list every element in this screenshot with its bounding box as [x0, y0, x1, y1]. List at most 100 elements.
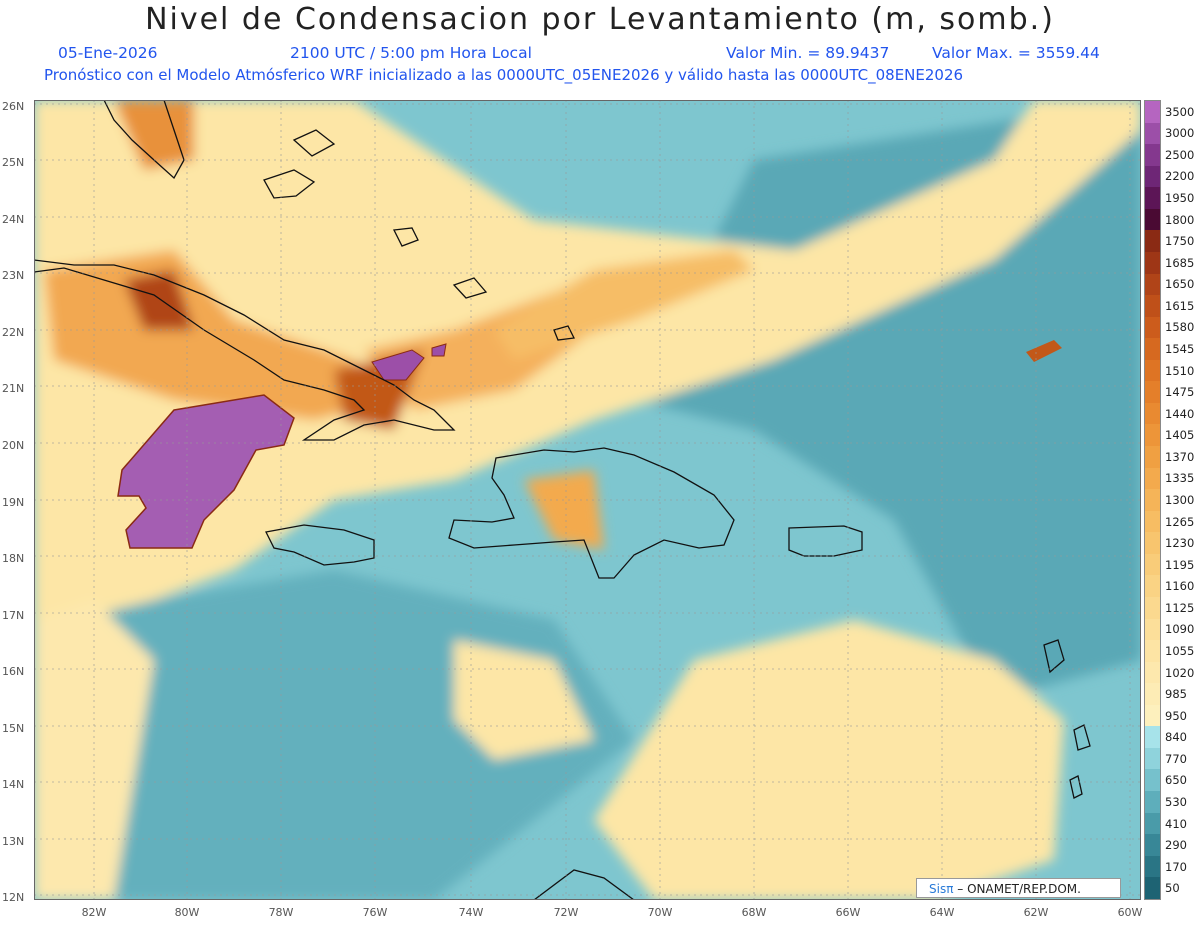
colorbar-swatch	[1145, 187, 1160, 209]
colorbar-swatch	[1145, 747, 1160, 770]
colorbar-swatch	[1145, 532, 1160, 554]
colorbar-label: 1510	[1165, 363, 1195, 378]
coast-cuba	[34, 259, 456, 441]
colorbar-swatch	[1145, 144, 1160, 166]
map-panel	[34, 100, 1141, 900]
colorbar-swatch	[1145, 359, 1160, 382]
colorbar-label: 1405	[1165, 428, 1195, 443]
coast-lesser-antilles-1	[1043, 639, 1065, 674]
colorbar-label: 1055	[1165, 643, 1195, 658]
shade-yellow-southeast	[594, 620, 1064, 900]
colorbar-swatch	[1145, 704, 1160, 727]
colorbar-label: 1125	[1165, 600, 1195, 615]
colorbar-swatch	[1145, 446, 1160, 468]
colorbar-swatch	[1145, 877, 1160, 899]
lat-label: 25N	[2, 156, 25, 169]
colorbar-swatch	[1145, 208, 1160, 231]
colorbar-swatch	[1145, 402, 1160, 425]
colorbar-swatch	[1145, 338, 1160, 360]
shade-orange-band-east	[494, 250, 754, 360]
lon-label: 74W	[458, 906, 484, 919]
lon-label: 62W	[1023, 906, 1049, 919]
colorbar-label: 1750	[1165, 234, 1195, 249]
coast-lesser-antilles-3	[1069, 775, 1083, 799]
lon-label: 72W	[553, 906, 579, 919]
lon-label: 66W	[835, 906, 861, 919]
colorbar-swatch	[1145, 251, 1160, 274]
colorbar-label: 1335	[1165, 471, 1195, 486]
colorbar-swatch	[1145, 510, 1160, 533]
coast-florida	[103, 100, 185, 180]
lcl-map	[34, 100, 1141, 900]
lat-label: 23N	[2, 269, 25, 282]
colorbar-swatch	[1145, 683, 1160, 705]
colorbar-swatch	[1145, 726, 1160, 748]
colorbar-swatch	[1145, 424, 1160, 446]
colorbar-label: 1580	[1165, 320, 1195, 335]
coast-bahamas-3	[393, 227, 419, 247]
colorbar-label: 1475	[1165, 385, 1195, 400]
credit-box: Sisπ – ONAMET/REP.DOM.	[916, 878, 1121, 898]
model-info-line: Pronóstico con el Modelo Atmósferico WRF…	[44, 66, 964, 84]
coast-jamaica	[265, 524, 375, 566]
colorbar-swatch	[1145, 834, 1160, 856]
colorbar-swatch	[1145, 575, 1160, 597]
date-label: 05-Ene-2026	[58, 44, 158, 62]
colorbar-label: 840	[1165, 730, 1187, 745]
lat-label: 20N	[2, 439, 25, 452]
lon-label: 80W	[174, 906, 200, 919]
shade-yellow-mid	[454, 640, 594, 760]
colorbar-swatch	[1145, 122, 1160, 145]
colorbar-label: 950	[1165, 708, 1187, 723]
colorbar-label: 1615	[1165, 298, 1195, 313]
lat-label: 17N	[2, 609, 25, 622]
credit-text: – ONAMET/REP.DOM.	[957, 882, 1081, 896]
colorbar-label: 1230	[1165, 536, 1195, 551]
shade-orange-hispaniola	[524, 470, 604, 550]
colorbar-label: 1545	[1165, 342, 1195, 357]
lat-label: 19N	[2, 496, 25, 509]
lon-label: 68W	[741, 906, 767, 919]
purple-region-cuba-north	[371, 349, 425, 381]
coast-lesser-antilles-2	[1073, 724, 1091, 751]
colorbar-swatch	[1145, 553, 1160, 576]
colorbar-label: 530	[1165, 794, 1187, 809]
page-title: Nivel de Condensacion por Levantamiento …	[145, 2, 1055, 37]
colorbar-label: 1090	[1165, 622, 1195, 637]
coast-bahamas-4	[452, 277, 488, 299]
colorbar-label: 1370	[1165, 449, 1195, 464]
colorbar-label: 1650	[1165, 277, 1195, 292]
colorbar-swatch	[1145, 467, 1160, 490]
colorbar-label: 410	[1165, 816, 1187, 831]
colorbar-label: 1685	[1165, 255, 1195, 270]
lat-label: 24N	[2, 213, 25, 226]
colorbar-label: 2500	[1165, 147, 1195, 162]
coast-bahamas-1	[263, 169, 316, 199]
sispi-logo: Sisπ	[929, 882, 954, 896]
colorbar-label: 650	[1165, 773, 1187, 788]
colorbar-swatch	[1145, 812, 1160, 835]
lat-label: 12N	[2, 891, 25, 904]
colorbar-swatch	[1145, 489, 1160, 511]
lon-label: 82W	[81, 906, 107, 919]
lon-label: 60W	[1117, 906, 1143, 919]
coast-south-america	[533, 869, 635, 900]
colorbar-label: 1265	[1165, 514, 1195, 529]
coast-hispaniola	[448, 447, 735, 579]
colorbar-label: 1950	[1165, 191, 1195, 206]
colorbar-label: 2200	[1165, 169, 1195, 184]
coastlines	[34, 100, 1091, 900]
colorbar-label: 290	[1165, 838, 1187, 853]
lat-label: 13N	[2, 835, 25, 848]
lon-label: 76W	[362, 906, 388, 919]
colorbar-swatch	[1145, 855, 1160, 878]
lat-label: 26N	[2, 100, 25, 113]
colorbar-swatch	[1145, 295, 1160, 317]
graticule	[34, 100, 1141, 900]
colorbar-label: 1440	[1165, 406, 1195, 421]
colorbar-label: 1195	[1165, 557, 1195, 572]
colorbar-label: 1020	[1165, 665, 1195, 680]
colorbar-swatch	[1145, 661, 1160, 684]
colorbar-swatch	[1145, 791, 1160, 813]
colorbar-swatch	[1145, 273, 1160, 296]
